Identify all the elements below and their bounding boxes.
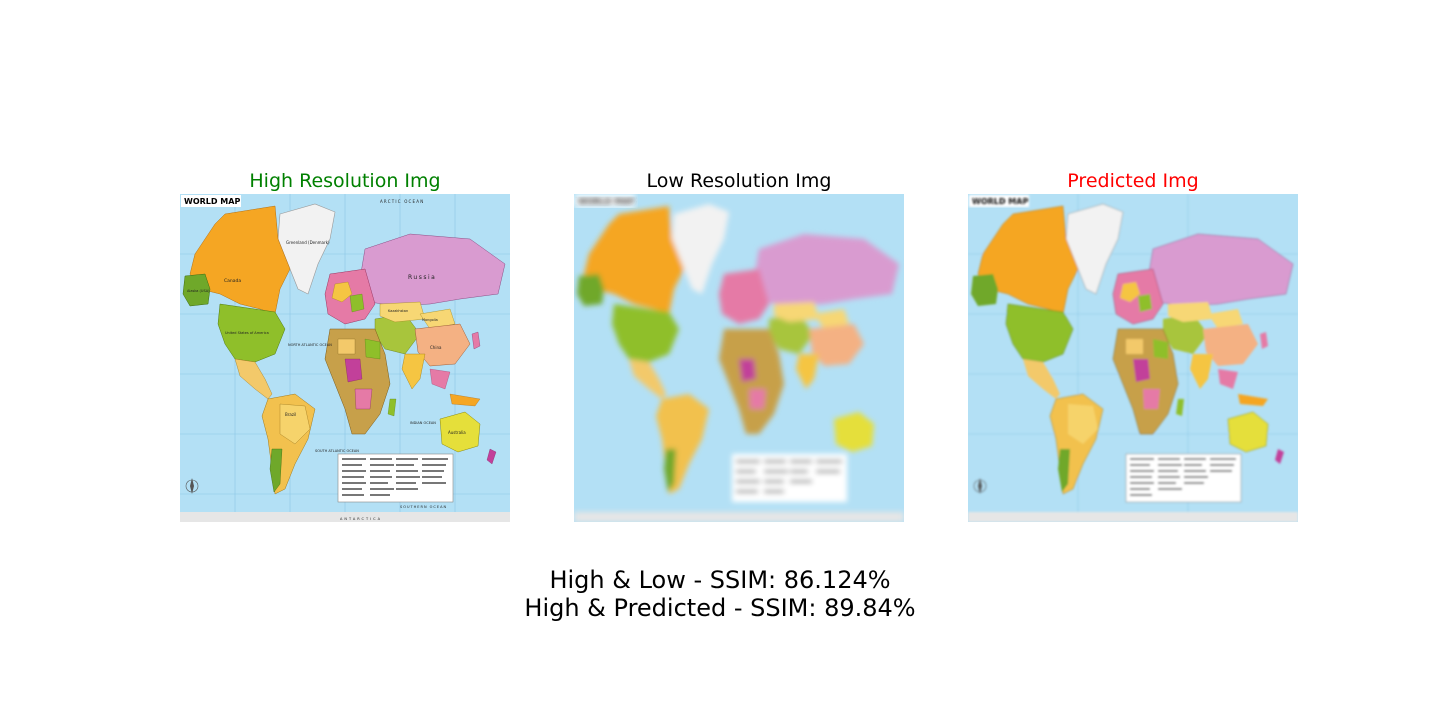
map-title-label: WORLD MAP — [578, 197, 634, 206]
map-label-south-atlantic: SOUTH ATLANTIC OCEAN — [315, 449, 359, 453]
world-map-svg-predicted: WORLD MAP — [968, 194, 1298, 522]
world-map-svg-high: WORLD MAP ARCTIC OCEAN Greenland (Denmar… — [180, 194, 510, 522]
map-label-indian-ocean: INDIAN OCEAN — [410, 421, 436, 425]
map-label-brazil: Brazil — [285, 412, 296, 417]
map-label-alaska: Alaska (USA) — [187, 289, 210, 293]
map-label-arctic-ocean: ARCTIC OCEAN — [380, 199, 424, 204]
world-map-image-low-resolution: WORLD MAP — [574, 194, 904, 522]
panel-title-low-resolution: Low Resolution Img — [646, 170, 832, 192]
panel-title-high-resolution: High Resolution Img — [249, 170, 441, 192]
map-label-antarctica: ANTARCTICA — [340, 517, 382, 521]
world-map-svg-low: WORLD MAP — [574, 194, 904, 522]
map-title-label: WORLD MAP — [972, 197, 1028, 206]
world-map-image-predicted: WORLD MAP — [968, 194, 1298, 522]
map-label-mongolia: Mongolia — [422, 318, 438, 322]
map-label-china: China — [430, 345, 442, 350]
map-label-southern-ocean: SOUTHERN OCEAN — [400, 505, 447, 509]
map-label-australia: Australia — [448, 430, 466, 435]
map-label-greenland: Greenland (Denmark) — [286, 240, 330, 245]
map-title-label: WORLD MAP — [184, 197, 240, 206]
world-map-image-high-resolution: WORLD MAP ARCTIC OCEAN Greenland (Denmar… — [180, 194, 510, 522]
map-label-north-atlantic: NORTH ATLANTIC OCEAN — [288, 343, 332, 347]
map-label-russia: Russia — [408, 274, 436, 281]
map-label-usa: United States of America — [225, 331, 269, 335]
map-label-canada: Canada — [224, 278, 241, 284]
ssim-caption-high-predicted: High & Predicted - SSIM: 89.84% — [524, 594, 916, 622]
map-label-kazakhstan: Kazakhstan — [388, 309, 408, 313]
panel-title-predicted: Predicted Img — [1067, 170, 1199, 192]
ssim-caption-high-low: High & Low - SSIM: 86.124% — [549, 566, 891, 594]
